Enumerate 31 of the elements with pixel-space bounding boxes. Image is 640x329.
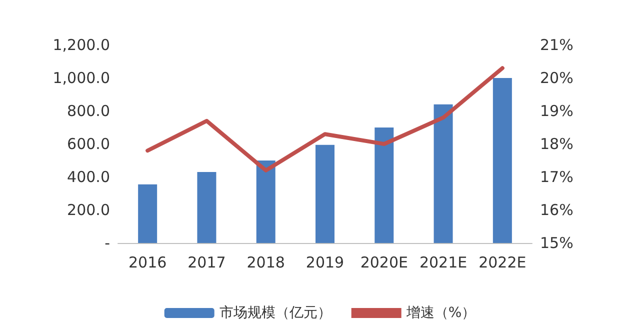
- bar: [256, 160, 276, 243]
- y2-tick-label: 15%: [540, 234, 574, 252]
- y-tick-label: -: [104, 234, 110, 252]
- legend-label: 市场规模（亿元）: [219, 305, 332, 321]
- bar: [374, 128, 394, 243]
- bar: [197, 172, 216, 243]
- bar: [316, 144, 334, 243]
- y-tick-label: 200.0: [67, 201, 110, 219]
- x-tick-label: 2022E: [478, 254, 526, 272]
- y-tick-label: 1,200.0: [52, 36, 110, 54]
- x-tick-label: 2016: [128, 254, 167, 272]
- x-tick-label: 2018: [246, 254, 285, 272]
- legend-label: 增速（%）: [405, 305, 476, 321]
- x-tick-label: 2019: [306, 254, 344, 272]
- y2-tick-label: 18%: [540, 135, 574, 153]
- line-series: [146, 66, 504, 172]
- y2-tick-label: 16%: [540, 201, 574, 219]
- y2-tick-label: 20%: [540, 69, 574, 87]
- bar: [492, 78, 512, 243]
- y-tick-label: 600.0: [67, 135, 110, 153]
- y2-tick-label: 17%: [540, 168, 574, 186]
- y-tick-label: 400.0: [67, 168, 110, 186]
- y2-tick-label: 19%: [540, 102, 574, 120]
- y-tick-label: 800.0: [67, 102, 110, 120]
- y-tick-label: 1,000.0: [52, 69, 110, 87]
- x-tick-label: 2021E: [419, 254, 468, 272]
- x-tick-label: 2017: [188, 254, 226, 272]
- bar: [434, 104, 453, 243]
- y2-tick-label: 21%: [540, 36, 574, 54]
- bar: [138, 184, 158, 243]
- x-tick-label: 2020E: [360, 254, 408, 272]
